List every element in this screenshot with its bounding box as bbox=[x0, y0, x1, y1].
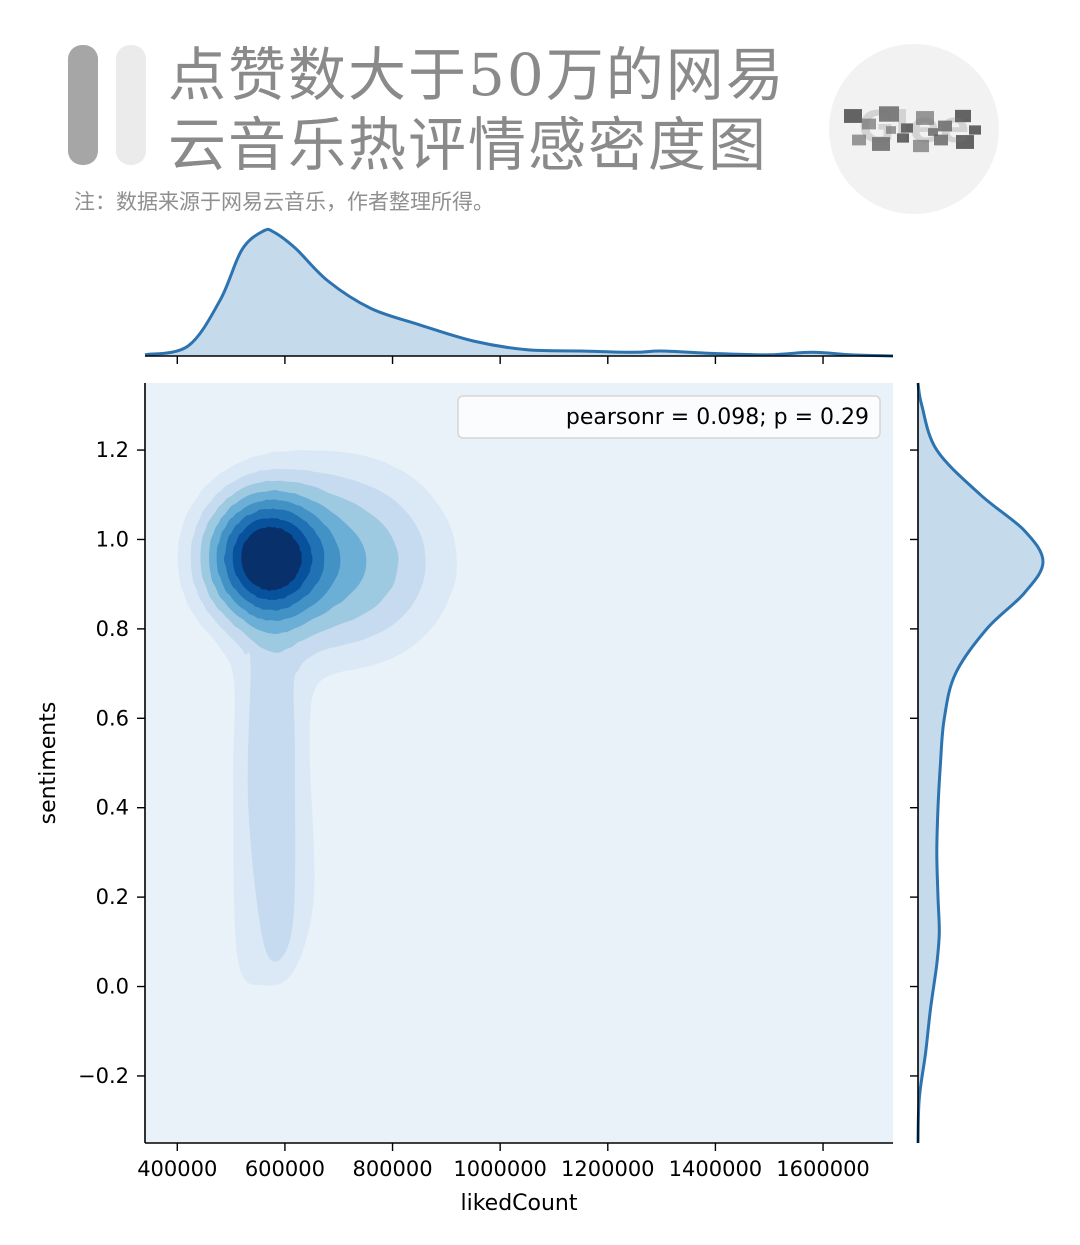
x-tick-label: 400000 bbox=[137, 1157, 217, 1181]
title-line-1: 点赞数大于50万的网易 bbox=[168, 41, 786, 109]
decor-bar-light bbox=[116, 45, 146, 165]
y-tick-label: 0.6 bbox=[96, 706, 129, 730]
logo-glyph bbox=[956, 135, 974, 149]
legend-box bbox=[457, 395, 881, 439]
logo-glyph bbox=[879, 106, 899, 122]
x-marginal-line bbox=[144, 227, 894, 358]
x-tick-label: 1400000 bbox=[669, 1157, 763, 1181]
page-title: 点赞数大于50万的网易 云音乐热评情感密度图 bbox=[168, 40, 786, 180]
logo-glyph bbox=[916, 111, 934, 125]
y-tick-label: 1.0 bbox=[96, 527, 129, 551]
logo-glyph bbox=[886, 126, 896, 134]
axes: 400000 600000 800000 1000000 1200000 1400000 1… bbox=[78, 356, 918, 1181]
x-tick-label: 1200000 bbox=[561, 1157, 655, 1181]
y-tick-label: −0.2 bbox=[78, 1064, 129, 1088]
logo-glyph bbox=[844, 109, 862, 123]
logo-glyph bbox=[862, 118, 876, 130]
x-axis-label: likedCount bbox=[460, 1191, 577, 1216]
logo-glyph bbox=[913, 139, 929, 153]
source-note: 注：数据来源于网易云音乐，作者整理所得。 bbox=[74, 190, 494, 214]
x-tick-label: 800000 bbox=[352, 1157, 432, 1181]
logo-glyph bbox=[969, 125, 981, 135]
logo-text: Glee bbox=[859, 102, 970, 153]
logo-glyph bbox=[897, 133, 909, 143]
logo-glyph bbox=[955, 109, 971, 123]
x-marginal-fill bbox=[145, 229, 893, 356]
logo-glyph bbox=[901, 123, 913, 133]
y-marginal-fill bbox=[918, 383, 1043, 1143]
logo-glyph bbox=[852, 134, 866, 146]
y-tick-label: 0.0 bbox=[96, 975, 129, 999]
y-marginal-line bbox=[916, 382, 1045, 1144]
logo-wordcloud-icon: Glee bbox=[844, 102, 981, 153]
legend: pearsonr = 0.098; p = 0.29 bbox=[457, 395, 881, 439]
logo-glyph bbox=[934, 134, 948, 146]
logo-glyph bbox=[938, 120, 952, 132]
decor-bar-dark bbox=[68, 45, 98, 165]
contour-level-8 bbox=[241, 526, 302, 591]
x-tick-label: 1000000 bbox=[453, 1157, 547, 1181]
y-tick-label: 0.8 bbox=[96, 617, 129, 641]
logo-glyph bbox=[928, 128, 938, 136]
x-marginal-kde bbox=[144, 227, 894, 358]
density-contours bbox=[177, 450, 457, 986]
x-tick-label: 1600000 bbox=[776, 1157, 870, 1181]
logo-glyph bbox=[872, 137, 890, 151]
y-tick-label: 1.2 bbox=[96, 438, 129, 462]
y-axis-label: sentiments bbox=[36, 702, 61, 825]
x-tick-label: 600000 bbox=[245, 1157, 325, 1181]
y-marginal-kde bbox=[916, 382, 1045, 1144]
logo: Glee bbox=[829, 44, 999, 214]
legend-annotation: pearsonr = 0.098; p = 0.29 bbox=[566, 405, 869, 430]
y-tick-label: 0.4 bbox=[96, 796, 129, 820]
title-line-2: 云音乐热评情感密度图 bbox=[168, 111, 769, 179]
y-tick-label: 0.2 bbox=[96, 885, 129, 909]
